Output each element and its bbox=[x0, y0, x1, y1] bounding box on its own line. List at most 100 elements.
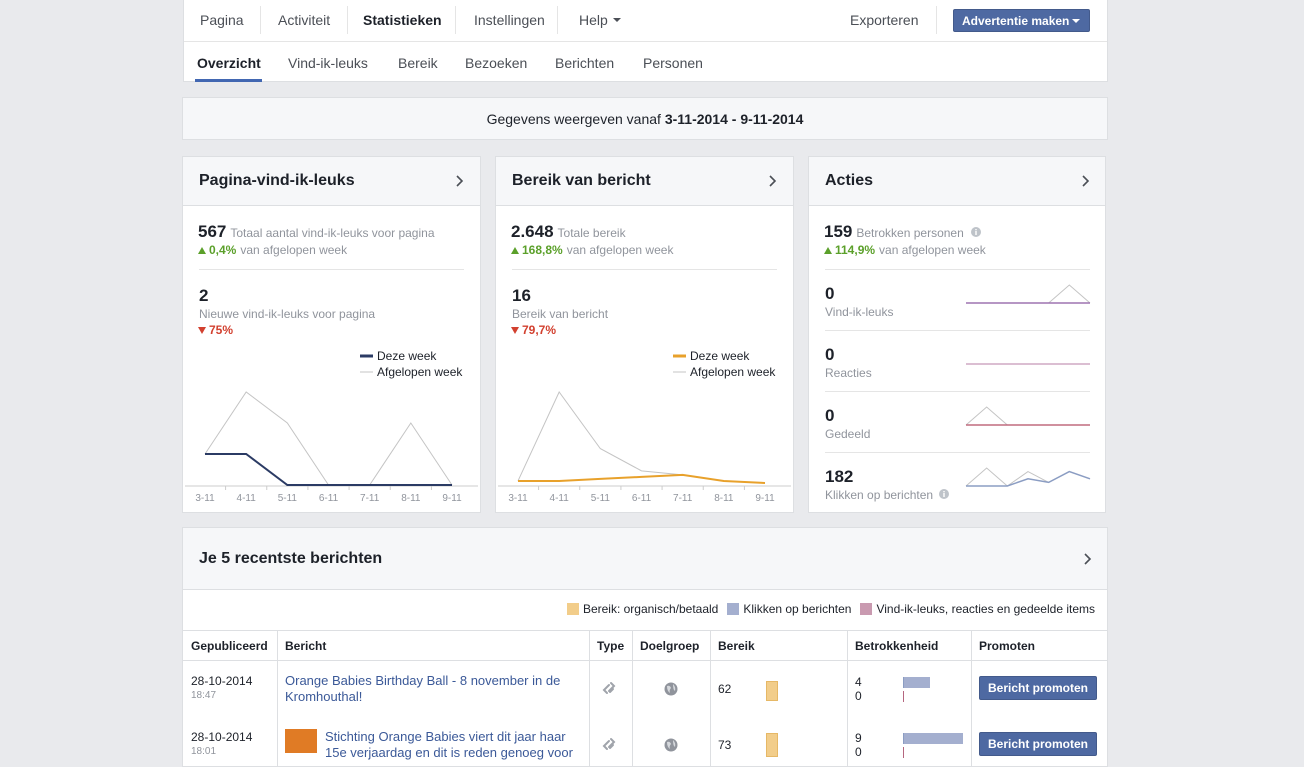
sparkline bbox=[966, 284, 1091, 304]
sub-tab[interactable]: Vind-ik-leuks bbox=[288, 55, 368, 71]
sub-tab[interactable]: Overzicht bbox=[197, 55, 261, 71]
date-prefix: Gegevens weergeven vanaf bbox=[486, 111, 661, 127]
post-thumbnail bbox=[285, 729, 317, 753]
posts-header bbox=[183, 528, 1107, 590]
sub-tab[interactable]: Bereik bbox=[398, 55, 438, 71]
down-arrow bbox=[511, 327, 519, 334]
divider bbox=[184, 41, 1107, 42]
metric-value: 0 bbox=[825, 345, 835, 364]
nav-tab[interactable]: Instellingen bbox=[474, 12, 545, 28]
post-date: 28-10-2014 bbox=[191, 730, 253, 744]
column-header: Bereik bbox=[718, 639, 755, 653]
card: Pagina-vind-ik-leuks 567 Totaal aantal vin… bbox=[182, 156, 481, 513]
nav-tab[interactable]: Statistieken bbox=[363, 12, 442, 28]
column-header: Doelgroep bbox=[640, 639, 700, 653]
total-line: 2.648 Totale bereik bbox=[511, 222, 626, 242]
card-title[interactable]: Acties bbox=[825, 172, 874, 189]
card-title[interactable]: Pagina-vind-ik-leuks bbox=[199, 172, 355, 189]
sparkline-line bbox=[966, 470, 1091, 487]
promote-button[interactable]: Bericht promoten bbox=[979, 676, 1097, 700]
chevron bbox=[456, 175, 464, 187]
card: Bereik van bericht 2.648 Totale bereik 168,… bbox=[495, 156, 794, 513]
info-dot bbox=[975, 229, 977, 231]
legend-label: Klikken op berichten bbox=[743, 602, 852, 616]
x-tick-label: 5-11 bbox=[278, 493, 298, 504]
total-label: Betrokken personen bbox=[856, 226, 964, 240]
posts-title[interactable]: Je 5 recentste berichten bbox=[199, 550, 383, 567]
separator bbox=[199, 269, 464, 270]
caret bbox=[613, 18, 621, 22]
total-value: 567 bbox=[198, 222, 227, 241]
sub-tab[interactable]: Personen bbox=[643, 55, 703, 71]
column-header: Bericht bbox=[285, 639, 327, 653]
card-title[interactable]: Bereik van bericht bbox=[512, 172, 651, 189]
promote-button[interactable]: Bericht promoten bbox=[979, 732, 1097, 756]
row-content: 28-10-2014 18:47 Orange Babies Birthday Ba… bbox=[183, 661, 1107, 717]
post-message[interactable]: Stichting Orange Babies viert dit jaar h… bbox=[325, 729, 573, 766]
legend-label: Deze week bbox=[690, 349, 750, 363]
metric-change-value: 79,7% bbox=[522, 323, 557, 337]
chevron-path bbox=[1082, 175, 1090, 187]
engagement-bar bbox=[903, 733, 964, 744]
create-ad-label: Advertentie maken bbox=[962, 14, 1070, 28]
root: Pagina Activiteit Statistieken Instellingen… bbox=[182, 0, 1108, 767]
caret bbox=[1072, 19, 1080, 23]
line-chart: 3-11 4-11 5-11 6-11 7-11 8-11 9-11 Afgelopen we… bbox=[498, 349, 791, 504]
nav-tab[interactable]: Help bbox=[579, 12, 608, 28]
globe bbox=[664, 738, 678, 752]
change-line: 114,9% van afgelopen week bbox=[824, 243, 986, 257]
globe-land bbox=[667, 684, 676, 693]
column-divider bbox=[589, 631, 590, 766]
caret-path bbox=[1072, 19, 1080, 23]
sub-tab[interactable]: Berichten bbox=[555, 55, 615, 71]
legend-swatch bbox=[566, 603, 579, 615]
page: Pagina Activiteit Statistieken Instellingen… bbox=[182, 0, 1108, 767]
metric-change-value: 75% bbox=[209, 323, 234, 337]
card-header bbox=[496, 157, 793, 206]
column-divider bbox=[632, 631, 633, 766]
sparkline bbox=[965, 406, 1090, 426]
post-message[interactable]: Orange Babies Birthday Ball - 8 november… bbox=[285, 673, 561, 704]
engagement-value: 0 bbox=[855, 745, 862, 759]
column-divider bbox=[971, 631, 972, 766]
series-line bbox=[204, 391, 453, 486]
legend-label: Vind-ik-leuks, reacties en gedeelde item… bbox=[876, 602, 1095, 616]
x-tick-label: 3-11 bbox=[195, 493, 215, 504]
sub-tab[interactable]: Bezoeken bbox=[465, 55, 528, 71]
change-value: 114,9% bbox=[835, 243, 876, 257]
legend-label: Afgelopen week bbox=[377, 365, 463, 379]
engagement-bar bbox=[903, 677, 931, 688]
change-line: 168,8% van afgelopen week bbox=[511, 243, 673, 257]
create-ad-button[interactable]: Advertentie maken bbox=[953, 9, 1090, 32]
change-value: 0,4% bbox=[209, 243, 237, 257]
separator bbox=[347, 6, 348, 34]
separator bbox=[512, 269, 777, 270]
metric-label: Reacties bbox=[825, 366, 872, 380]
export-link[interactable]: Exporteren bbox=[850, 12, 919, 28]
total-line: 567 Totaal aantal vind-ik-leuks voor pagi… bbox=[198, 222, 435, 242]
x-tick-label: 6-11 bbox=[632, 493, 652, 504]
caret-path bbox=[613, 18, 621, 22]
total-value: 159 bbox=[824, 222, 853, 241]
legend-swatch bbox=[860, 603, 873, 615]
series-line bbox=[518, 473, 766, 484]
chevron bbox=[769, 175, 777, 187]
metric-label: Gedeeld bbox=[825, 427, 871, 441]
post-date: 28-10-2014 bbox=[191, 674, 253, 688]
chevron bbox=[1082, 175, 1090, 187]
legend-label: Afgelopen week bbox=[690, 365, 776, 379]
nav-tab[interactable]: Activiteit bbox=[278, 12, 331, 28]
chevron-path bbox=[456, 175, 464, 187]
globe bbox=[664, 682, 678, 696]
card: Acties 159 Betrokken personen 114,9% van afg… bbox=[808, 156, 1106, 513]
post-time: 18:01 bbox=[191, 746, 217, 757]
total-line: 159 Betrokken personen bbox=[824, 222, 964, 242]
metric-label: Vind-ik-leuks bbox=[825, 305, 894, 319]
change-line: 0,4% van afgelopen week bbox=[198, 243, 347, 257]
line-chart: 3-11 4-11 5-11 6-11 7-11 8-11 9-11 Afgelopen we… bbox=[185, 349, 478, 504]
date-range: 3-11-2014 - 9-11-2014 bbox=[664, 111, 804, 127]
info-i bbox=[975, 231, 977, 235]
engagement-value: 0 bbox=[855, 689, 862, 703]
x-tick-label: 8-11 bbox=[401, 493, 421, 504]
nav-tab[interactable]: Pagina bbox=[200, 12, 244, 28]
